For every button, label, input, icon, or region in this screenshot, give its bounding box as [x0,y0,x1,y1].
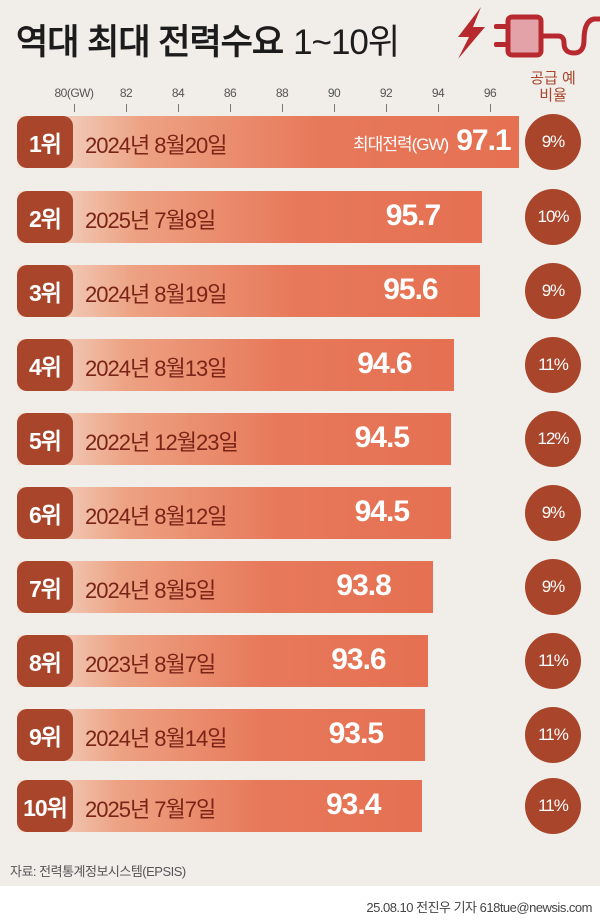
rank-badge: 2위 [17,191,73,243]
value-label: 95.6 [383,273,438,306]
reserve-rate-circle: 10% [525,189,581,245]
value-label: 93.8 [336,569,391,602]
value-label: 94.5 [354,421,410,454]
tick-mark [490,104,491,112]
value-label-wrap: 94.5 [354,495,410,529]
date-label: 2024년 8월19일 [85,282,227,307]
bar-row: 6위 2024년 8월12일 94.5 [17,487,451,539]
value-label-wrap: 93.8 [336,569,391,603]
rank-badge: 5위 [17,413,73,465]
tick-mark [74,104,75,112]
source-note: 자료: 전력통계정보시스템(EPSIS) [10,864,186,879]
tick-label: 84 [171,86,185,100]
tick-label: 92 [379,86,393,100]
reserve-rate-circle: 9% [525,485,581,541]
reserve-rate-circle: 9% [525,114,581,170]
tick-label: 88 [275,86,289,100]
rank-badge: 6위 [17,487,73,539]
tick-label: 94 [431,86,445,100]
tick-label: 96 [483,86,497,100]
bar [17,413,451,465]
credit-line: 25.08.10 전진우 기자 618tue@newsis.com [366,900,592,915]
date-label: 2023년 8월7일 [85,652,216,677]
value-label-wrap: 93.6 [331,643,386,677]
tick-label: 82 [119,86,133,100]
reserve-header: 공급 예비율 [530,70,576,104]
reserve-rate-circle: 9% [525,559,581,615]
value-label-wrap: 95.6 [383,273,438,307]
reserve-rate-circle: 11% [525,778,581,834]
bar [17,339,454,391]
reserve-rate-circle: 11% [525,633,581,689]
tick-mark [126,104,127,112]
rank-badge: 4위 [17,339,73,391]
bar-row: 9위 2024년 8월14일 93.5 [17,709,425,761]
value-label: 95.7 [385,199,441,232]
bar [17,635,428,687]
bar [17,709,425,761]
title-range: 1~10위 [293,23,400,62]
tick-label: 86 [223,86,237,100]
value-label-wrap: 93.5 [328,717,384,751]
bar [17,561,433,613]
value-label-wrap: 93.4 [326,788,381,822]
value-label: 94.6 [357,347,412,380]
rank-badge: 7위 [17,561,73,613]
tick-mark [178,104,179,112]
title-main: 역대 최대 전력수요 [16,23,284,62]
bar-row: 2위 2025년 7월8일 95.7 [17,191,483,243]
title-icons [458,7,600,59]
rank-badge: 9위 [17,709,73,761]
bar-row: 1위 2024년 8월20일 최대전력(GW) 97.1 [17,116,519,168]
date-label: 2024년 8월14일 [85,726,227,751]
bar-row: 7위 2024년 8월5일 93.8 [17,561,433,613]
rank-badge: 10위 [17,780,73,832]
bar-row: 3위 2024년 8월19일 95.6 [17,265,480,317]
value-label: 93.4 [326,788,381,821]
bar-row: 4위 2024년 8월13일 94.6 [17,339,454,391]
page-title: 역대 최대 전력수요 1~10위 [16,14,400,65]
bar [17,265,480,317]
tick-mark [230,104,231,112]
value-label-wrap: 최대전력(GW) 97.1 [353,124,512,158]
rank-badge: 1위 [17,116,73,168]
date-label: 2024년 8월20일 [85,133,227,158]
value-label-wrap: 94.6 [357,347,412,381]
tick-mark [386,104,387,112]
date-label: 2024년 8월13일 [85,356,227,381]
bar-row: 10위 2025년 7월7일 93.4 [17,780,423,832]
value-label: 93.6 [331,643,386,676]
bar [17,116,519,168]
lightning-bolt-icon [458,7,485,59]
reserve-rate-circle: 11% [525,337,581,393]
tick-label: 90 [327,86,341,100]
bar-row: 8위 2023년 8월7일 93.6 [17,635,428,687]
power-plug-icon [494,14,600,58]
value-unit-label: 최대전력(GW) [353,135,449,154]
bar [17,191,483,243]
bar-row: 5위 2022년 12월23일 94.5 [17,413,451,465]
rank-badge: 3위 [17,265,73,317]
date-label: 2024년 8월12일 [85,504,227,529]
bar [17,780,423,832]
value-label: 93.5 [328,717,384,750]
tick-mark [282,104,283,112]
value-label: 94.5 [354,495,410,528]
value-label: 97.1 [456,124,511,157]
tick-label: 80(GW) [54,86,95,100]
date-label: 2022년 12월23일 [85,430,239,455]
tick-mark [334,104,335,112]
date-label: 2024년 8월5일 [85,578,216,603]
value-label-wrap: 95.7 [385,199,441,233]
reserve-rate-circle: 12% [525,411,581,467]
value-label-wrap: 94.5 [354,421,410,455]
date-label: 2025년 7월8일 [85,208,216,233]
reserve-rate-circle: 9% [525,263,581,319]
reserve-rate-circle: 11% [525,707,581,763]
date-label: 2025년 7월7일 [85,797,216,822]
rank-badge: 8위 [17,635,73,687]
bar [17,487,451,539]
tick-mark [438,104,439,112]
